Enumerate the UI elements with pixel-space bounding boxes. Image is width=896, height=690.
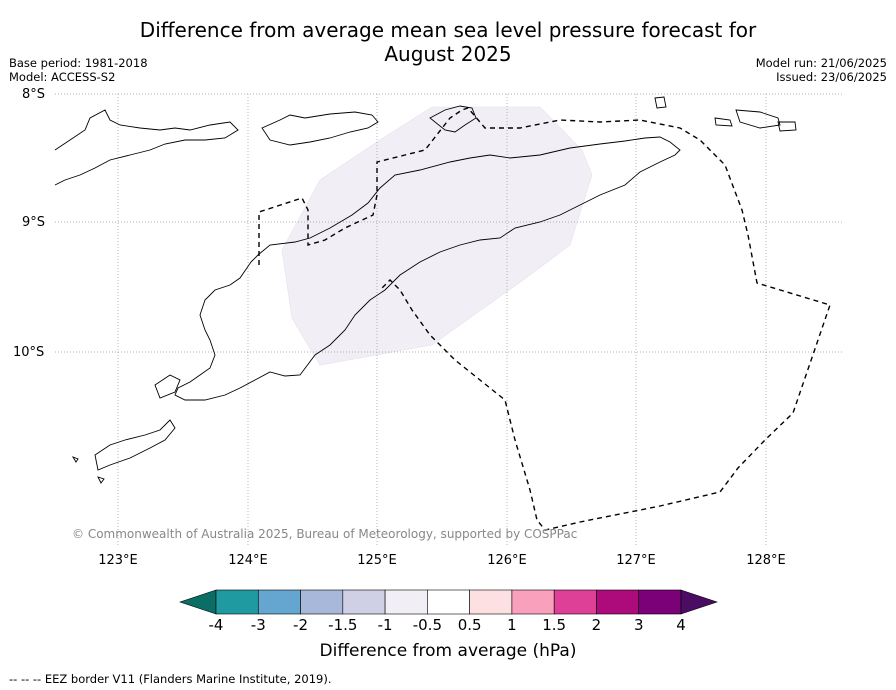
colorbar-tick-label: -2 bbox=[293, 616, 309, 634]
colorbar-tick-label: 0.5 bbox=[457, 616, 482, 634]
colorbar-bin bbox=[257, 589, 301, 615]
lat-label-8s: 8°S bbox=[22, 87, 46, 102]
colorbar-bin bbox=[469, 589, 513, 615]
colorbar-title: Difference from average (hPa) bbox=[319, 641, 577, 661]
colorbar-bin bbox=[342, 589, 386, 615]
coastline-islet-1 bbox=[654, 96, 667, 109]
coastline-islet-4 bbox=[714, 117, 733, 127]
coastline-alor bbox=[261, 111, 379, 146]
lat-label-9s: 9°S bbox=[22, 215, 46, 230]
meta-left: Base period: 1981-2018 Model: ACCESS-S2 bbox=[9, 56, 148, 84]
title-line-1: Difference from average mean sea level p… bbox=[139, 18, 757, 42]
lon-label-127e: 127°E bbox=[616, 553, 656, 568]
colorbar-bin bbox=[596, 589, 640, 615]
lon-label-123e: 123°E bbox=[98, 553, 138, 568]
colorbar-tick-label: 2 bbox=[591, 616, 602, 634]
colorbar-bin bbox=[511, 589, 555, 615]
colorbar-bin bbox=[638, 589, 682, 615]
coastline-north-islands bbox=[54, 109, 239, 186]
colorbar-tick-label: -1 bbox=[377, 616, 393, 634]
colorbar-tick-label: 4 bbox=[676, 616, 686, 634]
base-period: Base period: 1981-2018 bbox=[9, 56, 148, 70]
model-run: Model run: 21/06/2025 bbox=[755, 56, 887, 70]
lon-label-125e: 125°E bbox=[357, 553, 397, 568]
colorbar-tick-label: 3 bbox=[633, 616, 644, 634]
eez-footer-note: -- -- -- EEZ border V11 (Flanders Marine… bbox=[9, 672, 332, 686]
colorbar-bin bbox=[215, 589, 259, 615]
coastline-islet-5 bbox=[71, 456, 79, 463]
chart-title: Difference from average mean sea level p… bbox=[0, 18, 896, 66]
model-name: Model: ACCESS-S2 bbox=[9, 70, 116, 84]
coastline-wetar bbox=[429, 105, 477, 133]
eez-border-line bbox=[258, 107, 831, 531]
colorbar-extend-min bbox=[179, 589, 217, 615]
colorbar-tick-label: 1.5 bbox=[542, 616, 567, 634]
coastline-islet-2 bbox=[735, 109, 781, 129]
colorbar-bin bbox=[553, 589, 597, 615]
anomaly-region bbox=[281, 106, 593, 366]
colorbar-bin bbox=[300, 589, 344, 615]
coastline-sawu bbox=[94, 419, 176, 471]
credit-text: © Commonwealth of Australia 2025, Bureau… bbox=[72, 527, 578, 541]
lat-label-10s: 10°S bbox=[13, 345, 45, 360]
lon-label-128e: 128°E bbox=[746, 553, 786, 568]
title-line-2: August 2025 bbox=[384, 42, 512, 66]
colorbar bbox=[179, 589, 718, 615]
colorbar-tick-label: 1 bbox=[507, 616, 517, 634]
lon-label-124e: 124°E bbox=[228, 553, 268, 568]
colorbar-tick-label: -3 bbox=[250, 616, 266, 634]
coastline-rote bbox=[154, 374, 181, 399]
colorbar-extend-max bbox=[680, 589, 718, 615]
issued-date: Issued: 23/06/2025 bbox=[776, 70, 887, 84]
colorbar-tick-label: -0.5 bbox=[412, 616, 442, 634]
lon-label-126e: 126°E bbox=[487, 553, 527, 568]
colorbar-tick-label: -1.5 bbox=[328, 616, 358, 634]
colorbar-bin bbox=[427, 589, 470, 615]
meta-right: Model run: 21/06/2025 Issued: 23/06/2025 bbox=[756, 56, 887, 84]
colorbar-tick-label: -4 bbox=[208, 616, 224, 634]
eez-border bbox=[258, 107, 831, 531]
gridlines bbox=[55, 93, 843, 545]
coastlines bbox=[54, 96, 797, 484]
coastline-timor bbox=[174, 136, 681, 401]
colorbar-bin bbox=[384, 589, 428, 615]
coastline-islet-3 bbox=[777, 121, 797, 132]
coastline-islet-6 bbox=[97, 476, 105, 484]
